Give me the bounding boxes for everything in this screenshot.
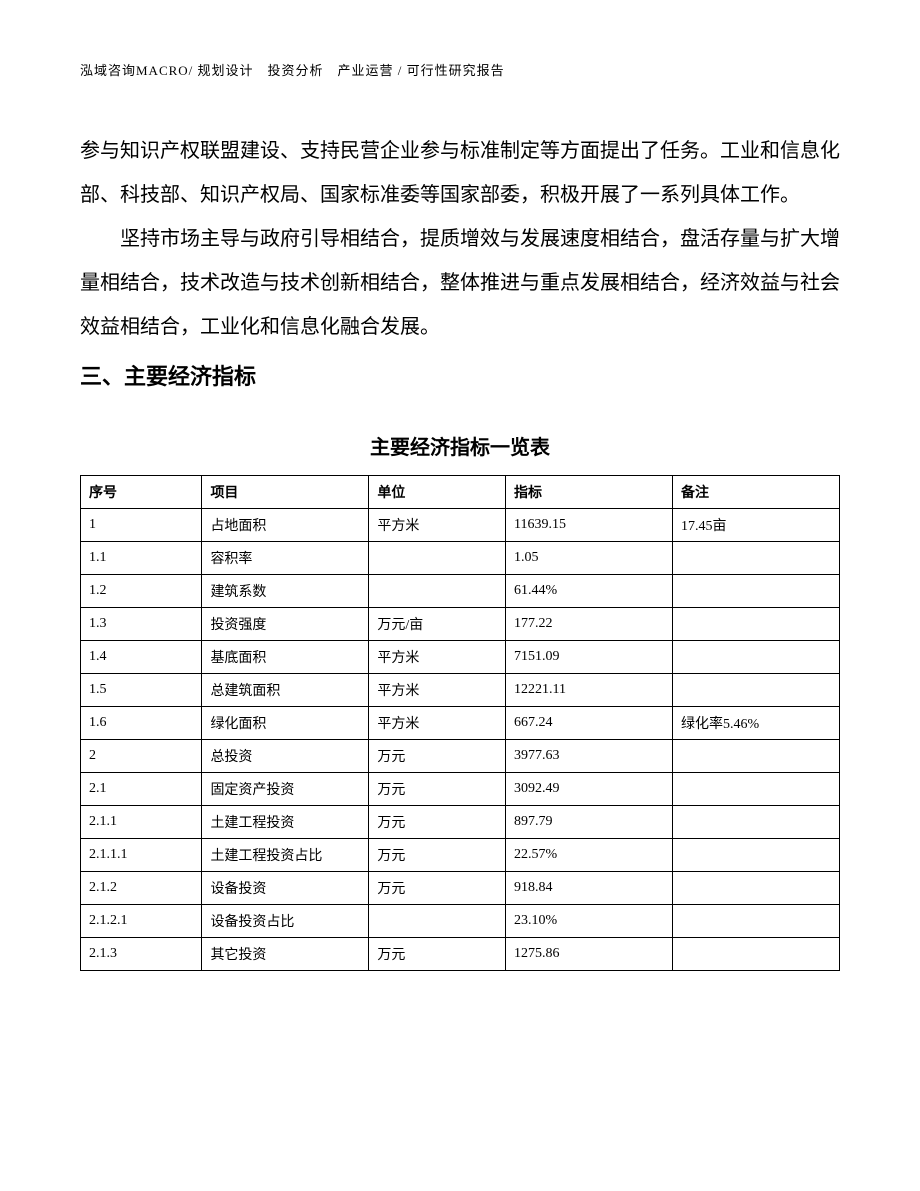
table-header-row: 序号 项目 单位 指标 备注 — [81, 476, 840, 509]
table-cell: 897.79 — [506, 806, 673, 839]
table-header-cell: 序号 — [81, 476, 202, 509]
table-row: 1.1容积率 1.05 — [81, 542, 840, 575]
table-cell: 667.24 — [506, 707, 673, 740]
paragraph-1: 参与知识产权联盟建设、支持民营企业参与标准制定等方面提出了任务。工业和信息化部、… — [80, 129, 840, 217]
table-cell: 设备投资占比 — [202, 905, 369, 938]
economic-indicators-table: 序号 项目 单位 指标 备注 1占地面积平方米11639.1517.45亩1.1… — [80, 475, 840, 971]
table-cell: 占地面积 — [202, 509, 369, 542]
table-cell — [672, 608, 839, 641]
table-cell: 2.1.3 — [81, 938, 202, 971]
table-cell: 总投资 — [202, 740, 369, 773]
document-header: 泓域咨询MACRO/ 规划设计 投资分析 产业运营 / 可行性研究报告 — [80, 60, 840, 79]
table-cell: 3977.63 — [506, 740, 673, 773]
table-cell: 1.05 — [506, 542, 673, 575]
table-cell: 2.1.2 — [81, 872, 202, 905]
table-cell: 平方米 — [369, 674, 506, 707]
table-cell: 1.1 — [81, 542, 202, 575]
table-row: 2.1.1.1土建工程投资占比万元22.57% — [81, 839, 840, 872]
paragraph-2: 坚持市场主导与政府引导相结合，提质增效与发展速度相结合，盘活存量与扩大增量相结合… — [80, 217, 840, 349]
table-cell: 1 — [81, 509, 202, 542]
table-cell: 23.10% — [506, 905, 673, 938]
table-row: 1.4基底面积平方米7151.09 — [81, 641, 840, 674]
table-row: 2.1固定资产投资万元3092.49 — [81, 773, 840, 806]
table-cell: 万元 — [369, 740, 506, 773]
table-cell: 基底面积 — [202, 641, 369, 674]
table-cell: 2 — [81, 740, 202, 773]
table-cell: 918.84 — [506, 872, 673, 905]
table-cell: 容积率 — [202, 542, 369, 575]
table-cell — [369, 542, 506, 575]
table-cell: 平方米 — [369, 641, 506, 674]
table-cell: 总建筑面积 — [202, 674, 369, 707]
table-cell: 17.45亩 — [672, 509, 839, 542]
table-cell: 1.2 — [81, 575, 202, 608]
table-cell: 2.1.2.1 — [81, 905, 202, 938]
table-cell: 建筑系数 — [202, 575, 369, 608]
table-cell — [672, 740, 839, 773]
table-cell: 土建工程投资 — [202, 806, 369, 839]
section-heading: 三、主要经济指标 — [80, 359, 840, 391]
table-cell — [672, 575, 839, 608]
table-cell: 3092.49 — [506, 773, 673, 806]
table-cell: 1.4 — [81, 641, 202, 674]
table-cell: 平方米 — [369, 707, 506, 740]
table-cell: 2.1.1 — [81, 806, 202, 839]
table-cell — [672, 938, 839, 971]
table-cell — [672, 641, 839, 674]
table-cell: 11639.15 — [506, 509, 673, 542]
table-cell: 万元 — [369, 773, 506, 806]
table-cell: 2.1 — [81, 773, 202, 806]
table-row: 2.1.2.1设备投资占比 23.10% — [81, 905, 840, 938]
table-cell: 7151.09 — [506, 641, 673, 674]
table-cell: 61.44% — [506, 575, 673, 608]
table-cell: 2.1.1.1 — [81, 839, 202, 872]
table-cell — [672, 905, 839, 938]
table-cell — [672, 872, 839, 905]
table-cell: 绿化率5.46% — [672, 707, 839, 740]
table-cell: 1275.86 — [506, 938, 673, 971]
table-cell: 12221.11 — [506, 674, 673, 707]
table-cell: 平方米 — [369, 509, 506, 542]
table-cell: 1.6 — [81, 707, 202, 740]
table-cell: 1.3 — [81, 608, 202, 641]
table-cell — [672, 806, 839, 839]
table-row: 2.1.1土建工程投资万元897.79 — [81, 806, 840, 839]
table-row: 1.5总建筑面积平方米12221.11 — [81, 674, 840, 707]
table-cell: 设备投资 — [202, 872, 369, 905]
table-cell — [672, 542, 839, 575]
table-body: 1占地面积平方米11639.1517.45亩1.1容积率1.051.2建筑系数6… — [81, 509, 840, 971]
table-cell: 22.57% — [506, 839, 673, 872]
table-cell: 万元 — [369, 938, 506, 971]
table-cell: 万元/亩 — [369, 608, 506, 641]
table-cell — [672, 773, 839, 806]
table-header-cell: 项目 — [202, 476, 369, 509]
table-row: 1占地面积平方米11639.1517.45亩 — [81, 509, 840, 542]
table-row: 1.3投资强度万元/亩177.22 — [81, 608, 840, 641]
table-row: 2总投资万元3977.63 — [81, 740, 840, 773]
table-cell: 固定资产投资 — [202, 773, 369, 806]
table-header-cell: 单位 — [369, 476, 506, 509]
table-cell: 土建工程投资占比 — [202, 839, 369, 872]
table-header-cell: 备注 — [672, 476, 839, 509]
table-cell: 绿化面积 — [202, 707, 369, 740]
table-cell: 万元 — [369, 872, 506, 905]
table-cell — [369, 575, 506, 608]
table-cell: 其它投资 — [202, 938, 369, 971]
table-title: 主要经济指标一览表 — [80, 431, 840, 460]
table-cell — [672, 839, 839, 872]
table-header-cell: 指标 — [506, 476, 673, 509]
table-row: 1.2建筑系数 61.44% — [81, 575, 840, 608]
table-cell: 177.22 — [506, 608, 673, 641]
table-cell: 万元 — [369, 839, 506, 872]
table-cell — [369, 905, 506, 938]
table-cell: 万元 — [369, 806, 506, 839]
table-cell: 1.5 — [81, 674, 202, 707]
table-row: 1.6绿化面积平方米667.24绿化率5.46% — [81, 707, 840, 740]
table-cell — [672, 674, 839, 707]
table-row: 2.1.3其它投资万元1275.86 — [81, 938, 840, 971]
table-row: 2.1.2设备投资万元918.84 — [81, 872, 840, 905]
table-cell: 投资强度 — [202, 608, 369, 641]
